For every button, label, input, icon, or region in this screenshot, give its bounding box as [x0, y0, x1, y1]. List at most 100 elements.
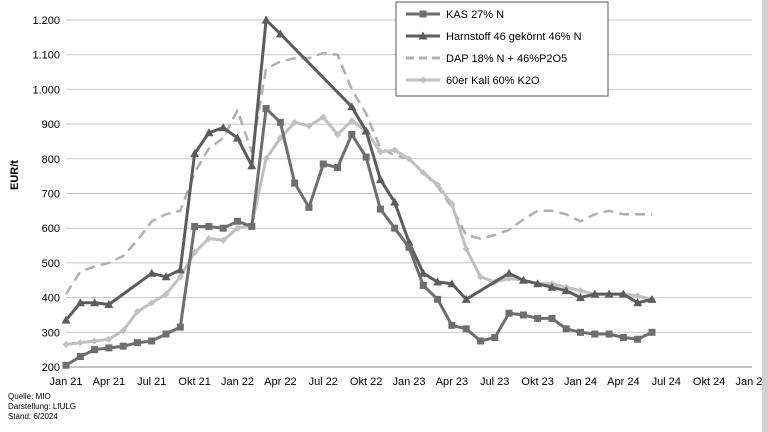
series-line [64, 18, 653, 322]
legend-label: KAS 27% N [446, 9, 504, 21]
data-point [234, 224, 241, 232]
data-point [219, 236, 227, 244]
date-line: Stand: 6/2024 [8, 412, 58, 421]
data-point [362, 153, 370, 161]
data-point [590, 289, 600, 298]
axes: 200 300 400 500 600 700 800 900 1.000 1.100 1.200 J… [32, 15, 768, 388]
x-tick-label: Apr 24 [607, 376, 639, 388]
data-point [219, 224, 227, 232]
data-point [390, 197, 400, 206]
x-tick-label: Jul 23 [480, 376, 509, 388]
data-point [347, 102, 357, 111]
data-point [648, 328, 656, 336]
data-point [461, 294, 471, 303]
data-point [548, 314, 556, 322]
data-point [262, 155, 270, 163]
y-tick-label: 800 [42, 154, 60, 166]
data-point [375, 175, 385, 184]
data-point [104, 300, 114, 309]
data-point [419, 10, 427, 18]
data-point [476, 337, 484, 345]
data-point [376, 148, 384, 156]
data-point [334, 131, 342, 139]
x-tick-label: Jan 24 [564, 376, 597, 388]
x-tick-label: Apr 23 [436, 376, 468, 388]
data-point [205, 235, 213, 243]
data-point [191, 248, 199, 256]
data-point [391, 146, 399, 154]
data-point [634, 292, 642, 300]
data-point [105, 335, 113, 343]
y-tick-label: 1.100 [32, 50, 60, 62]
data-point [248, 222, 256, 230]
credit-line: Darstellung: LfULG [8, 402, 77, 411]
data-point [591, 330, 599, 338]
data-point [161, 272, 171, 281]
data-point [275, 29, 285, 38]
data-point [433, 277, 443, 286]
data-point [647, 294, 657, 303]
data-point [505, 309, 513, 317]
data-point [133, 339, 141, 347]
data-point [75, 298, 85, 307]
series-line [65, 115, 653, 346]
data-point [233, 133, 242, 142]
x-tick-label: Apr 21 [93, 376, 125, 388]
data-point [176, 273, 184, 281]
data-point [419, 281, 427, 289]
data-point [305, 203, 313, 211]
data-point [147, 268, 157, 277]
data-point [190, 149, 200, 158]
data-point [576, 293, 585, 302]
data-point [476, 273, 484, 281]
y-tick-label: 200 [42, 362, 60, 374]
data-point [448, 200, 456, 208]
legend: KAS 27% N Harnstoff 46 gekörnt 46% N DAP 1… [395, 1, 609, 97]
data-point [276, 118, 284, 126]
y-tick-label: 1.000 [32, 84, 60, 96]
legend-label: Harnstoff 46 gekörnt 46% N [446, 31, 582, 43]
y-tick-label: 500 [42, 258, 60, 270]
data-point [391, 224, 399, 232]
x-tick-label: Jul 24 [652, 376, 681, 388]
data-point [633, 298, 643, 307]
data-point [62, 340, 70, 348]
data-point [405, 243, 413, 251]
data-point [634, 335, 642, 343]
data-point [176, 323, 184, 331]
series-1 [61, 15, 657, 324]
data-point [218, 123, 228, 132]
data-point [319, 113, 327, 121]
legend-entry: Harnstoff 46 gekörnt 46% N [406, 31, 582, 43]
data-point [334, 163, 342, 171]
data-point [162, 330, 170, 338]
data-point [148, 337, 156, 345]
y-tick-label: 1.200 [32, 15, 60, 27]
data-point [448, 321, 456, 329]
data-point [419, 169, 427, 177]
series-line [64, 51, 652, 295]
data-point [418, 31, 428, 40]
window-edge [762, 0, 768, 432]
legend-label: DAP 18% N + 46%P2O5 [446, 53, 567, 65]
data-point [62, 361, 70, 369]
x-tick-label: Jan 21 [49, 376, 82, 388]
data-point [533, 279, 543, 288]
data-point [618, 289, 628, 298]
data-point [119, 342, 127, 350]
data-point [418, 268, 428, 277]
data-point [90, 298, 100, 307]
data-point [119, 327, 127, 335]
data-point [133, 307, 141, 315]
legend-entry: DAP 18% N + 46%P2O5 [406, 53, 567, 65]
data-point [305, 122, 313, 130]
legend-entry: 60er Kali 60% K2O [406, 75, 540, 87]
x-tick-label: Apr 22 [264, 376, 296, 388]
y-tick-label: 400 [42, 293, 60, 305]
x-tick-label: Okt 21 [178, 376, 210, 388]
data-point [405, 155, 413, 163]
x-tick-label: Okt 24 [693, 376, 725, 388]
data-point [205, 222, 213, 230]
data-point [234, 217, 241, 225]
